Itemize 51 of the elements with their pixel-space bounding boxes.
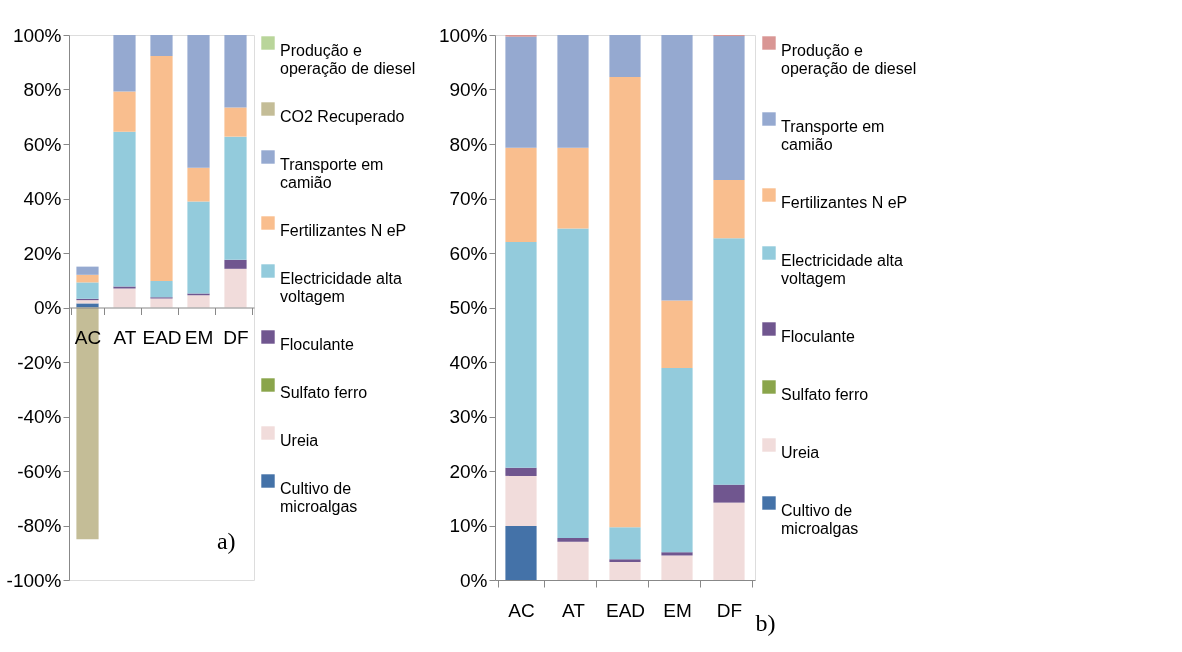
- y-tick-label: 10%: [449, 515, 488, 536]
- y-tick-label: 80%: [23, 79, 62, 100]
- y-tick-label: 70%: [449, 188, 488, 209]
- y-tick-label: 50%: [449, 297, 488, 318]
- x-tick-label: DF: [223, 327, 249, 348]
- x-tick-label: AT: [562, 599, 586, 621]
- legend-label: Electricidade alta voltagem: [280, 270, 402, 305]
- y-tick-label: 20%: [23, 242, 62, 264]
- x-tick-label: AT: [113, 327, 137, 348]
- text: b): [755, 609, 776, 636]
- y-tick-label: -80%: [17, 515, 62, 536]
- legend-label: Produção e operação de diesel: [280, 42, 416, 77]
- x-tick-label: EM: [663, 599, 692, 621]
- y-tick-label: 100%: [438, 24, 488, 46]
- legend-label: Produção e operação de diesel: [781, 42, 917, 77]
- legend-label: Floculante: [781, 328, 855, 345]
- x-tick-label: EAD: [605, 599, 646, 621]
- y-tick-label: -60%: [17, 460, 62, 482]
- x-tick-label: AC: [508, 599, 535, 621]
- legend-label: Floculante: [280, 336, 354, 353]
- legend-label: CO2 Recuperado: [280, 108, 405, 125]
- legend-label: Cultivo de microalgas: [781, 502, 859, 537]
- y-tick-label: -100%: [6, 569, 62, 591]
- legend-label: Sulfato ferro: [280, 384, 368, 401]
- legend-label: Fertilizantes N eP: [781, 194, 908, 211]
- x-tick-label: AC: [74, 327, 102, 348]
- legend-label: Sulfato ferro: [781, 386, 869, 403]
- y-tick-label: -20%: [17, 351, 62, 373]
- y-tick-label: 60%: [449, 242, 488, 264]
- x-tick-label: EM: [184, 327, 214, 348]
- legend-label: Fertilizantes N eP: [280, 222, 407, 239]
- y-tick-label: 20%: [449, 460, 488, 482]
- annotation: a): [216, 527, 236, 554]
- y-tick-label: 60%: [23, 133, 62, 155]
- legend-label: Ureia: [280, 432, 319, 449]
- y-tick-label: 40%: [23, 188, 62, 209]
- y-tick-label: 100%: [12, 24, 62, 46]
- x-tick-label: EAD: [142, 327, 182, 348]
- legend-label: Transporte em camião: [781, 118, 885, 153]
- y-tick-label: 30%: [449, 406, 488, 427]
- x-tick-label: DF: [716, 599, 743, 621]
- legend-label: Electricidade alta voltagem: [781, 252, 903, 287]
- y-tick-label: 0%: [460, 569, 488, 591]
- y-tick-label: 40%: [449, 351, 488, 373]
- y-tick-label: -40%: [17, 406, 62, 427]
- legend-label: Ureia: [781, 444, 820, 461]
- legend-label: Cultivo de microalgas: [280, 480, 358, 515]
- legend-label: Transporte em camião: [280, 156, 384, 191]
- y-tick-label: 0%: [34, 297, 62, 318]
- y-tick-label: 80%: [449, 133, 488, 155]
- y-tick-label: 90%: [449, 79, 488, 100]
